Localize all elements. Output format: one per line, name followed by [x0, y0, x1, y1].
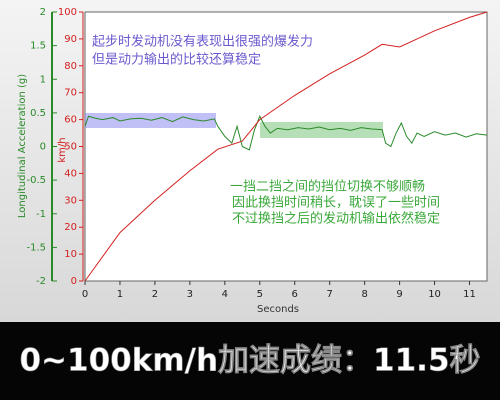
highlight-box	[260, 122, 383, 138]
x-tick-label: 7	[327, 289, 333, 300]
y-tick-label: -1	[36, 209, 46, 220]
y2-tick-label: 30	[64, 195, 77, 206]
y-tick-label: 0.5	[30, 108, 46, 119]
x-tick-label: 3	[187, 289, 193, 300]
y2-tick-label: 60	[64, 115, 77, 126]
x-tick-label: 9	[396, 289, 402, 300]
x-tick-label: 6	[292, 289, 298, 300]
y2-tick-label: 20	[64, 222, 77, 233]
y-axis-title: Longitudinal Acceleration (g)	[17, 74, 28, 218]
line	[84, 115, 488, 151]
annotation: 起步时发动机没有表现出很强的爆发力	[92, 34, 313, 50]
plot-area	[84, 11, 488, 282]
y2-tick-label: 50	[64, 142, 77, 153]
y2-tick-label: 80	[64, 61, 77, 72]
y-tick-label: 1.5	[30, 41, 46, 52]
banner-text: 0~100km/h加速成绩：11.5秒	[19, 343, 480, 379]
x-tick-label: 1	[117, 289, 123, 300]
x-tick-label: 5	[257, 289, 263, 300]
y-tick-label: -2	[36, 276, 46, 287]
x-tick-label: 2	[152, 289, 158, 300]
y-tick-label: -1.5	[26, 242, 46, 253]
x-tick-label: 11	[463, 289, 476, 300]
y2-tick-label: 70	[64, 88, 77, 99]
x-tick-label: 8	[361, 289, 367, 300]
y2-tick-label: 90	[64, 34, 77, 45]
annotation: 一挡二挡之间的挡位切换不够顺畅	[230, 179, 425, 195]
y-tick-label: 0	[40, 142, 46, 153]
y2-tick-label: 0	[71, 276, 77, 287]
x-tick-label: 4	[222, 289, 228, 300]
annotation: 不过换挡之后的发动机输出依然稳定	[232, 211, 440, 227]
y-tick-label: -0.5	[26, 175, 46, 186]
y-tick-label: 2	[40, 7, 46, 18]
x-tick-label: 0	[82, 289, 88, 300]
y2-tick-label: 40	[64, 168, 77, 179]
y2-tick-label: 10	[64, 249, 77, 260]
line	[84, 11, 488, 282]
x-tick-label: 10	[428, 289, 441, 300]
y-tick-label: 1	[40, 74, 46, 85]
y2-axis-title: km/h	[57, 137, 68, 162]
annotation: 因此换挡时间稍长，耽误了一些时间	[232, 196, 440, 211]
banner	[0, 322, 500, 400]
x-axis-title: Seconds	[257, 304, 299, 315]
y2-tick-label: 100	[58, 7, 77, 18]
annotation: 但是动力输出的比较还算稳定	[92, 52, 261, 68]
